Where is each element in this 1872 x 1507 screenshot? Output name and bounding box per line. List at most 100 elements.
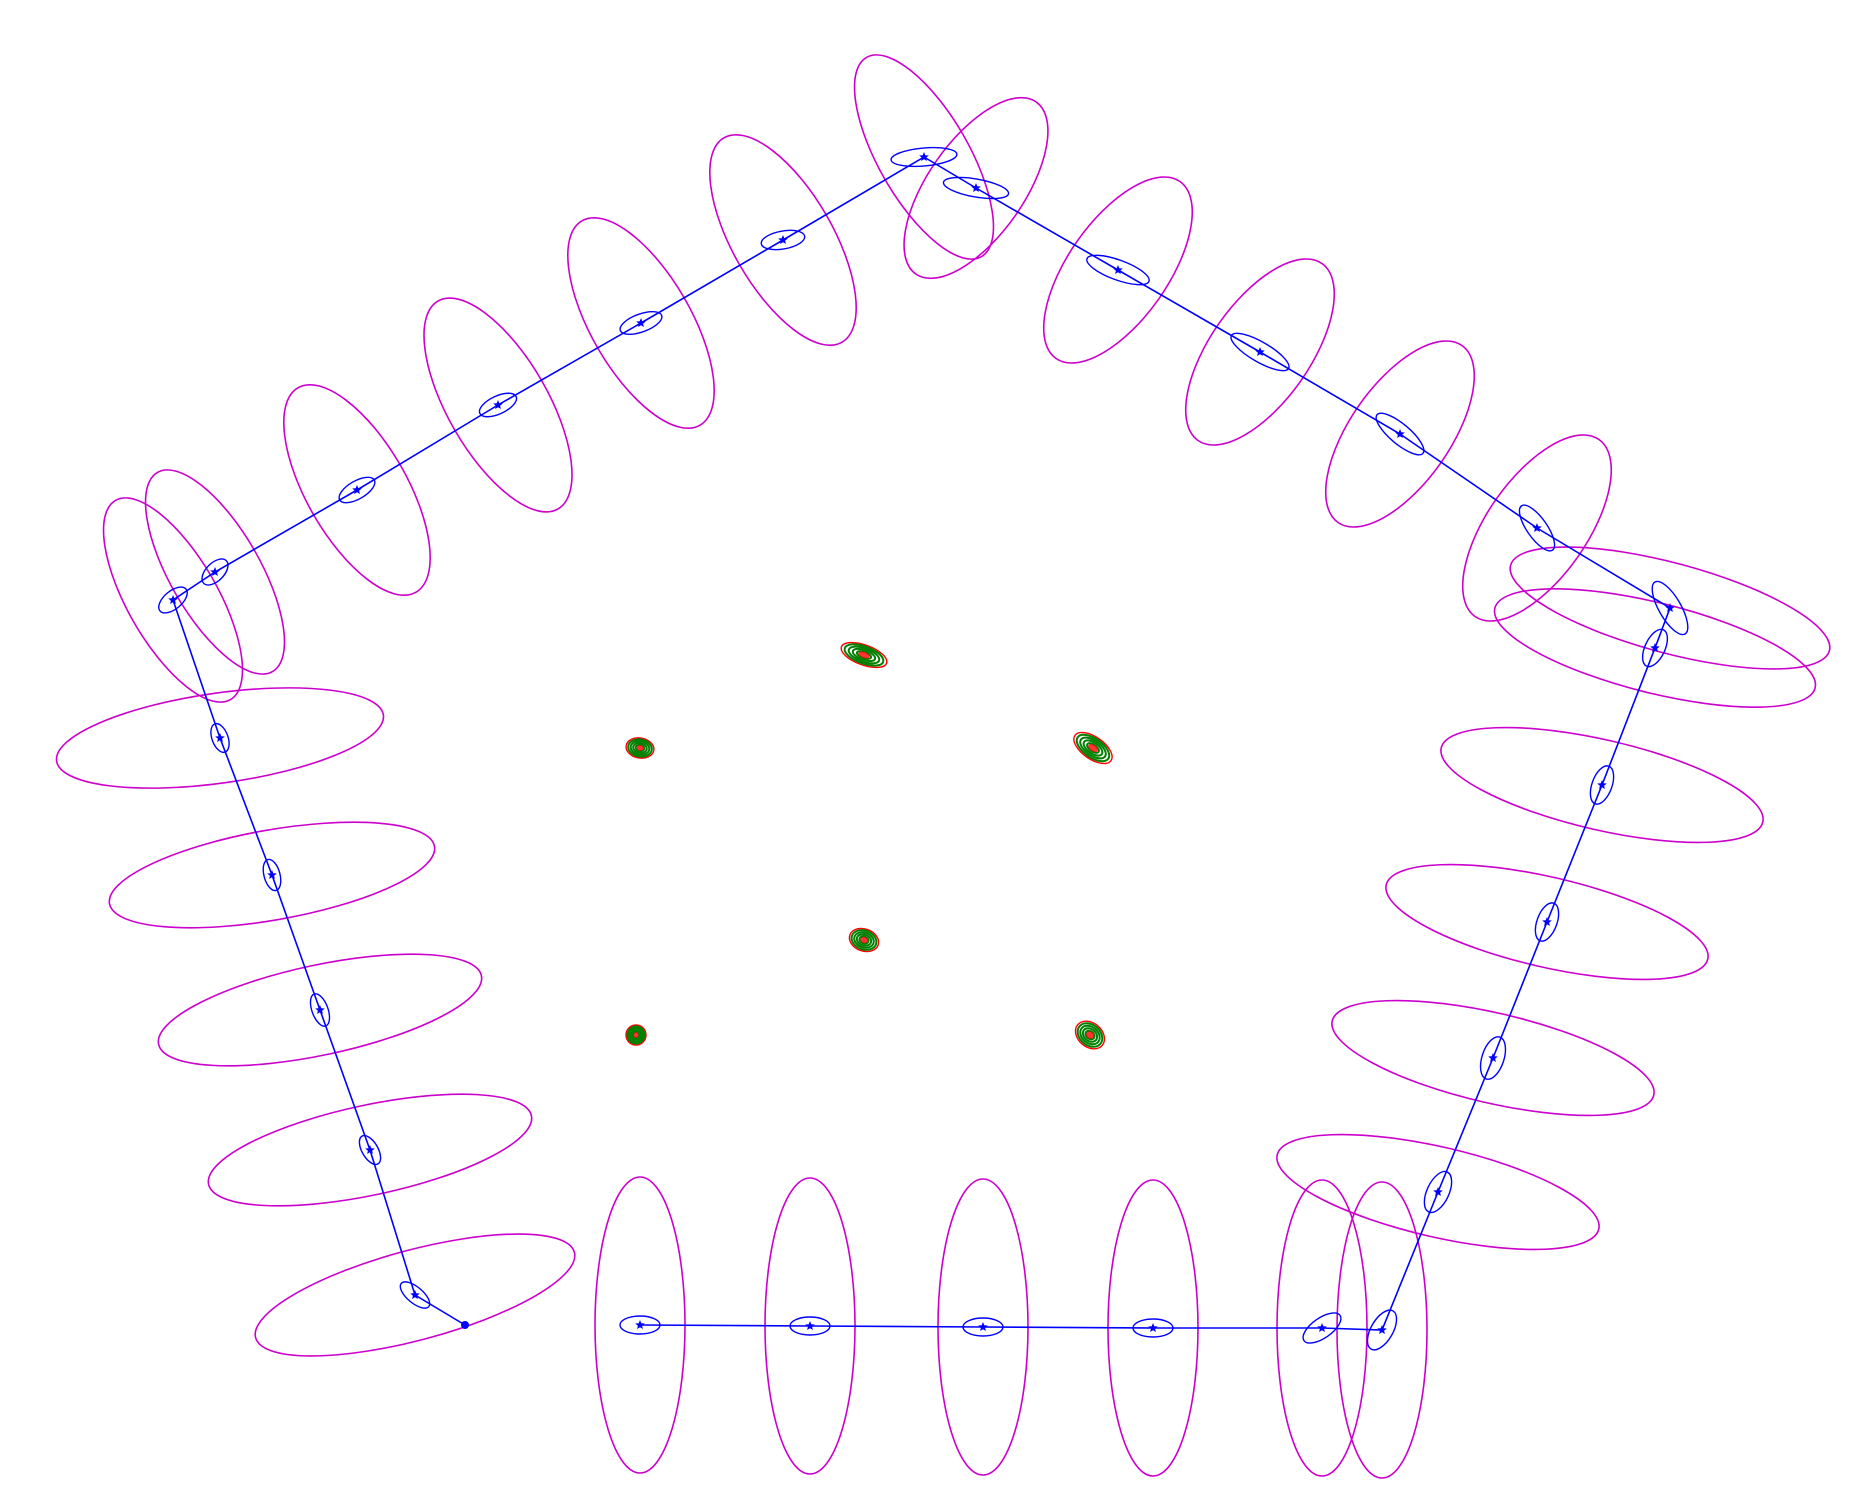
star-icon [1542,917,1552,926]
star-icon [1650,643,1660,652]
pose-covariance-ellipse [1132,1318,1174,1338]
star-icon [1148,1323,1158,1332]
large-covariance-ellipse [1336,1181,1428,1479]
pose-covariance-ellipse [942,176,1010,200]
star-icon [352,485,362,494]
star-icon [210,567,220,576]
landmark-inner-ellipse [1084,1029,1096,1041]
large-covariance-ellipse [207,1093,533,1207]
pose-covariance-ellipse [358,1134,382,1166]
landmark-outer-ellipse [840,641,888,669]
pose-covariance-ellipse [158,586,188,614]
star-icon [778,235,788,244]
pose-covariance-ellipse [1302,1312,1342,1344]
landmark-outer-ellipse [625,737,655,759]
landmark-center [636,744,644,752]
landmark-inner-ellipse [629,740,651,756]
pose-covariance-ellipse [619,1315,661,1335]
star-icon [1665,603,1675,612]
large-covariance-ellipse [1331,999,1655,1117]
pose-covariance-ellipse [399,1281,431,1309]
landmark-layer [625,641,1113,1050]
large-covariance-ellipse [1385,863,1709,981]
landmark-inner-ellipse [631,1030,641,1040]
landmark-inner-ellipse [627,738,653,758]
landmark-inner-ellipse [858,935,870,945]
landmark-outer-ellipse [1073,731,1113,765]
landmark-inner-ellipse [1079,736,1107,760]
landmark-inner-ellipse [855,933,873,947]
large-covariance-ellipse [102,497,244,703]
large-covariance-layer [55,54,1831,1479]
landmark-inner-ellipse [628,1027,644,1043]
star-icon [168,595,178,604]
large-covariance-ellipse [55,687,385,789]
pose-covariance-ellipse [1366,1309,1398,1351]
large-covariance-ellipse [157,953,483,1067]
star-icon [1395,429,1405,438]
large-covariance-ellipse [1440,726,1764,844]
pose-covariance-ellipse [619,310,663,336]
large-covariance-ellipse [1493,588,1817,708]
landmark-cluster-icon [848,927,880,953]
star-icon [635,1320,645,1329]
landmark-inner-ellipse [851,647,877,663]
landmark-cluster-icon [625,737,655,759]
pose-covariance-ellipse [890,146,958,168]
pose-covariance-ellipse [201,558,229,586]
landmark-inner-ellipse [630,1029,642,1041]
trajectory-line [172,156,1671,1331]
pose-covariance-ellipse [1589,765,1615,805]
star-icon [978,1322,988,1331]
pose-covariance-ellipse [789,1316,831,1336]
star-icon [1488,1053,1498,1062]
large-covariance-ellipse [903,96,1049,280]
star-icon [1597,780,1607,789]
pose-covariance-ellipse [1230,332,1290,372]
landmark-inner-ellipse [843,643,885,667]
star-icon [919,152,929,161]
star-icon [1317,1323,1327,1332]
landmark-center [1088,743,1098,753]
pose-covariance-ellipse [478,392,518,418]
landmark-inner-ellipse [850,929,878,951]
star-icon [1113,265,1123,274]
pose-covariance-ellipse [1651,580,1689,636]
star-icon [971,183,981,192]
landmark-inner-ellipse [634,743,646,753]
pose-covariance-ellipse [760,229,806,251]
landmark-outer-ellipse [625,1024,647,1046]
large-covariance-ellipse [1509,546,1831,670]
star-icon [215,733,225,742]
pose-covariance-ellipse [210,722,230,754]
star-icon [1433,1187,1443,1196]
landmark-inner-ellipse [853,931,875,949]
landmark-center [633,1032,639,1038]
pose-covariance-ellipse [262,858,282,892]
landmark-inner-ellipse [847,645,881,665]
star-icon [267,870,277,879]
landmark-outer-ellipse [848,927,880,953]
large-covariance-ellipse [1042,176,1194,364]
landmark-inner-ellipse [1082,739,1104,757]
landmark-center [1086,1031,1094,1039]
pose-covariance-ellipse [1423,1170,1453,1214]
landmark-center [860,936,868,944]
star-icon [1532,523,1542,532]
landmark-inner-ellipse [1075,733,1111,763]
pose-layer [158,146,1689,1351]
star-icon [1255,347,1265,356]
landmark-inner-ellipse [1079,1024,1101,1046]
star-icon [365,1145,375,1154]
pose-covariance-ellipse [1641,628,1669,668]
pose-covariance-ellipse [309,993,331,1027]
pose-covariance-ellipse [1518,504,1556,552]
landmark-center [858,651,870,659]
start-dot-icon [461,1321,469,1329]
landmark-cluster-icon [625,1024,647,1046]
star-icon [636,318,646,327]
landmark-inner-ellipse [855,650,873,660]
large-covariance-ellipse [254,1233,576,1357]
landmark-outer-ellipse [1074,1020,1106,1050]
pose-covariance-ellipse [1479,1036,1507,1080]
